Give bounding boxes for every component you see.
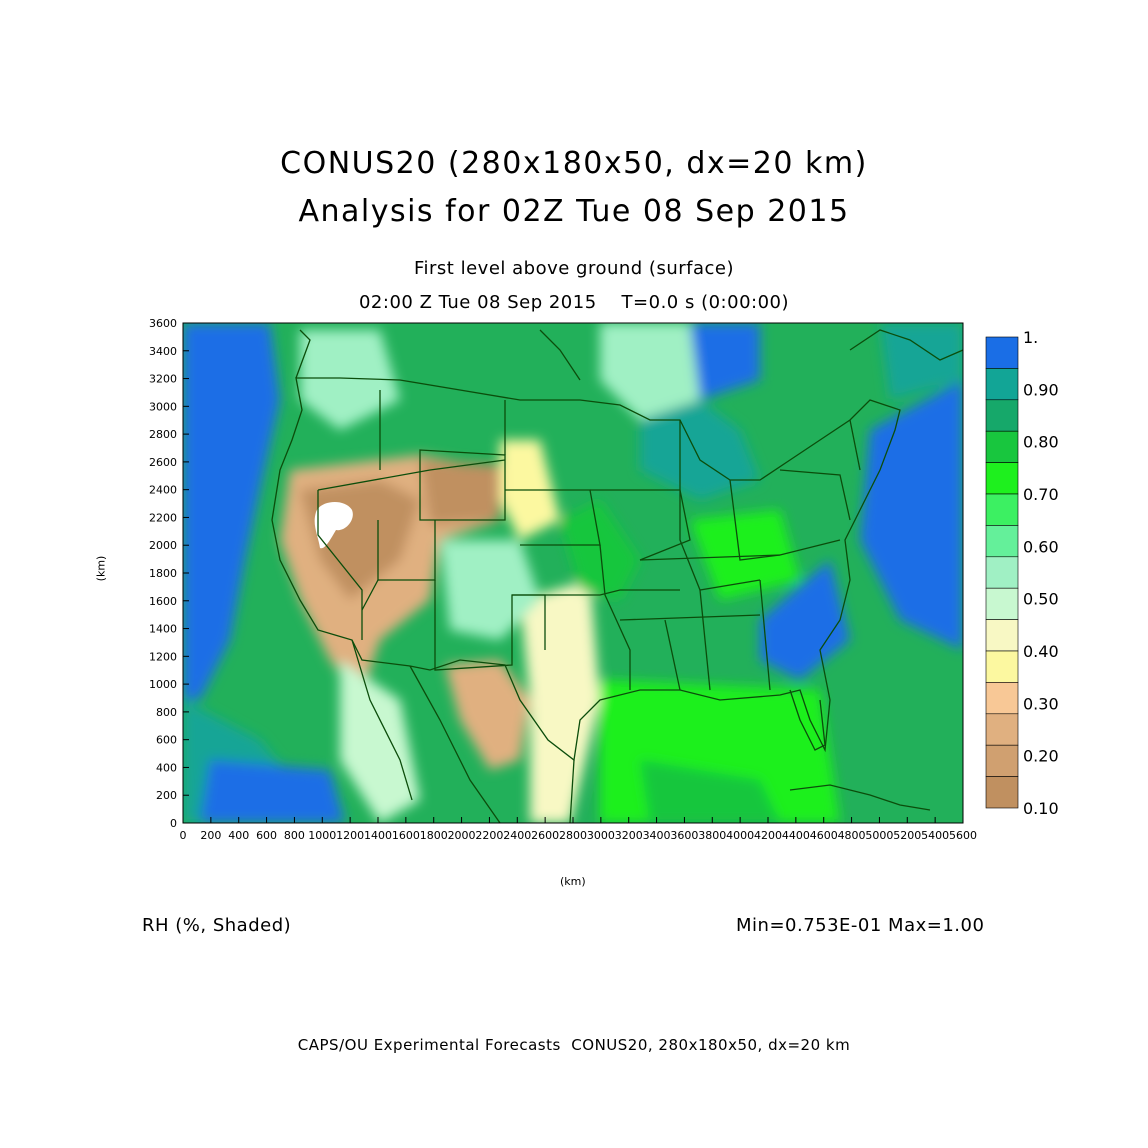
- x-tick-label: 4400: [782, 829, 810, 842]
- y-tick-label: 3600: [149, 317, 177, 330]
- y-tick-label: 1000: [149, 678, 177, 691]
- y-tick-label: 1600: [149, 595, 177, 608]
- colorbar-label: 0.10: [1023, 799, 1059, 818]
- x-tick-label: 3600: [670, 829, 698, 842]
- colorbar-swatch: [985, 682, 1019, 715]
- colorbar: 1. 0.90 0.80 0.70 0.60 0.50 0.40 0.30 0.20 0.10: [985, 328, 1059, 818]
- x-tick-label: 5400: [921, 829, 949, 842]
- y-tick-label: 3200: [149, 373, 177, 386]
- colorbar-swatch: [985, 462, 1019, 495]
- colorbar-label: 0.80: [1023, 433, 1059, 452]
- subtitle-time: 02:00 Z Tue 08 Sep 2015 T=0.0 s (0:00:00…: [358, 292, 790, 313]
- y-tick-label: 3000: [149, 400, 177, 413]
- x-tick-label: 0: [180, 829, 187, 842]
- colorbar-swatch: [985, 430, 1019, 463]
- y-tick-label: 2400: [149, 484, 177, 497]
- y-tick-label: 800: [156, 706, 177, 719]
- colorbar-label: 0.40: [1023, 642, 1059, 661]
- x-tick-label: 4000: [726, 829, 754, 842]
- colorbar-swatch: [985, 713, 1019, 746]
- x-tick-label: 2000: [448, 829, 476, 842]
- x-tick-label: 2600: [531, 829, 559, 842]
- y-tick-label: 3400: [149, 345, 177, 358]
- x-tick-label: 1000: [308, 829, 336, 842]
- colorbar-label: 0.30: [1023, 694, 1059, 713]
- x-axis-unit: (km): [560, 875, 586, 888]
- y-tick-label: 2000: [149, 539, 177, 552]
- y-tick-label: 400: [156, 761, 177, 774]
- field-label: RH (%, Shaded): [142, 915, 292, 936]
- x-axis-ticks: 0 200 400 600 800 1000 1200 1400 1600 1800 2000 220…: [180, 817, 977, 842]
- x-tick-label: 5600: [949, 829, 977, 842]
- colorbar-label: 0.60: [1023, 537, 1059, 556]
- x-tick-label: 1200: [336, 829, 364, 842]
- x-tick-label: 2800: [559, 829, 587, 842]
- x-tick-label: 800: [284, 829, 305, 842]
- x-tick-label: 1600: [392, 829, 420, 842]
- x-tick-label: 3000: [587, 829, 615, 842]
- x-tick-label: 4800: [838, 829, 866, 842]
- colorbar-label: 1.: [1023, 328, 1038, 347]
- x-tick-label: 2200: [475, 829, 503, 842]
- colorbar-swatch: [985, 650, 1019, 683]
- colorbar-swatch: [985, 336, 1019, 369]
- y-tick-label: 600: [156, 734, 177, 747]
- x-tick-label: 3800: [698, 829, 726, 842]
- y-axis-ticks: 0 200 400 600 800 1000 1200 1400 1600 1800 2000 220…: [149, 317, 189, 830]
- colorbar-swatch: [985, 556, 1019, 589]
- x-tick-label: 600: [256, 829, 277, 842]
- y-tick-label: 2200: [149, 511, 177, 524]
- colorbar-swatch: [985, 619, 1019, 652]
- colorbar-label: 0.70: [1023, 485, 1059, 504]
- y-tick-label: 1200: [149, 650, 177, 663]
- colorbar-label: 0.50: [1023, 590, 1059, 609]
- colorbar-swatch: [985, 525, 1019, 558]
- title-line-2: Analysis for 02Z Tue 08 Sep 2015: [298, 194, 850, 229]
- x-tick-label: 1400: [364, 829, 392, 842]
- colorbar-swatch: [985, 368, 1019, 401]
- state-boundaries: [271, 329, 963, 823]
- colorbar-label: 0.20: [1023, 747, 1059, 766]
- y-tick-label: 1800: [149, 567, 177, 580]
- colorbar-swatch: [985, 399, 1019, 432]
- x-tick-label: 400: [228, 829, 249, 842]
- x-tick-label: 5200: [893, 829, 921, 842]
- x-tick-label: 2400: [503, 829, 531, 842]
- x-tick-label: 200: [200, 829, 221, 842]
- x-tick-label: 5000: [865, 829, 893, 842]
- colorbar-swatch: [985, 493, 1019, 526]
- x-tick-label: 4200: [754, 829, 782, 842]
- x-tick-label: 3400: [643, 829, 671, 842]
- x-tick-label: 3200: [615, 829, 643, 842]
- footer-credit: CAPS/OU Experimental Forecasts CONUS20, …: [297, 1036, 851, 1054]
- title-line-1: CONUS20 (280x180x50, dx=20 km): [280, 146, 868, 181]
- y-tick-label: 0: [170, 817, 177, 830]
- colorbar-label: 0.90: [1023, 380, 1059, 399]
- colorbar-swatch: [985, 587, 1019, 620]
- y-tick-label: 2600: [149, 456, 177, 469]
- min-max-label: Min=0.753E-01 Max=1.00: [736, 915, 985, 936]
- subtitle-level: First level above ground (surface): [413, 258, 735, 279]
- y-tick-label: 200: [156, 789, 177, 802]
- y-tick-label: 2800: [149, 428, 177, 441]
- rh-shaded-field: [183, 323, 963, 823]
- colorbar-swatch: [985, 776, 1019, 809]
- x-tick-label: 4600: [810, 829, 838, 842]
- y-tick-label: 1400: [149, 623, 177, 636]
- y-axis-unit: (km): [94, 555, 108, 582]
- colorbar-swatch: [985, 744, 1019, 777]
- x-tick-label: 1800: [420, 829, 448, 842]
